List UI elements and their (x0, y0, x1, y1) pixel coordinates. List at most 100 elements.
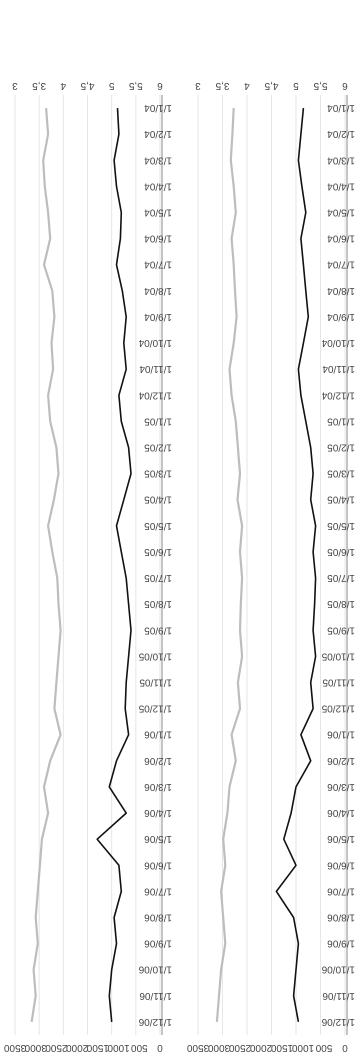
x-tick-label: 1/3/04 (327, 154, 355, 165)
x-tick-label: 1/11/05 (322, 677, 355, 688)
x-tick-label: 1/9/05 (327, 624, 355, 635)
left-axis-tick-label: 4 (244, 80, 250, 91)
x-tick-label: 1/12/06 (138, 1016, 172, 1027)
x-tick-label: 1/10/05 (321, 650, 355, 661)
x-tick-label: 1/10/04 (321, 337, 355, 348)
x-tick-label: 1/4/04 (327, 180, 355, 191)
x-tick-label: 1/12/05 (138, 703, 172, 714)
right-axis-tick-label: 2500 (45, 1042, 68, 1053)
x-tick-label: 1/5/06 (144, 833, 172, 844)
x-tick-label: 1/7/05 (327, 572, 355, 583)
x-tick-label: 1/7/05 (144, 572, 172, 583)
x-tick-label: 1/8/06 (144, 912, 172, 923)
left-axis-tick-label: 6 (342, 80, 348, 91)
right-axis-tick-label: 3000 (207, 1042, 230, 1053)
x-tick-label: 1/9/05 (144, 624, 172, 635)
left-axis-tick-label: 5,5 (313, 80, 327, 91)
right-axis-tick-label: 3500 (186, 1042, 209, 1053)
x-tick-label: 1/8/04 (327, 285, 355, 296)
right-axis-tick-label: 500 (131, 1042, 148, 1053)
right-axis-tick-label: 2000 (249, 1042, 272, 1053)
x-tick-label: 1/6/05 (144, 546, 172, 557)
x-tick-label: 1/8/05 (144, 598, 172, 609)
left-axis-tick-label: 3,5 (32, 80, 46, 91)
x-tick-label: 1/4/04 (144, 180, 172, 191)
series-line-black (96, 108, 132, 1022)
x-tick-label: 1/5/04 (327, 207, 355, 218)
x-tick-label: 1/4/06 (144, 807, 172, 818)
x-tick-label: 1/6/04 (327, 233, 355, 244)
left-axis-tick-label: 3,5 (215, 80, 229, 91)
chart-right: 3 3,5 4 4,5 5 5,5 6 0 50010001500200025003000350… (186, 80, 355, 1053)
x-tick-label: 1/1/05 (144, 415, 172, 426)
x-tick-label: 1/8/05 (327, 598, 355, 609)
x-tick-label: 1/7/04 (327, 259, 355, 270)
x-tick-label: 1/1/06 (144, 729, 172, 740)
right-axis-tick-label: 3000 (24, 1042, 47, 1053)
x-tick-label: 1/11/05 (139, 677, 172, 688)
x-tick-label: 1/9/06 (144, 938, 172, 949)
x-tick-label: 1/12/04 (321, 389, 355, 400)
x-tick-label: 1/11/04 (322, 363, 355, 374)
series-line-black (275, 108, 317, 1023)
x-tick-label: 1/8/06 (327, 912, 355, 923)
series-line-gray (30, 108, 62, 1023)
x-tick-label: 1/1/04 (144, 102, 172, 113)
x-tick-label: 1/11/06 (322, 990, 355, 1001)
right-axis-tick-label: 500 (315, 1042, 332, 1053)
left-axis-tick-label: 4 (60, 80, 66, 91)
right-axis-tick-label: 2500 (228, 1042, 251, 1053)
x-tick-label: 1/9/04 (327, 311, 355, 322)
x-tick-label: 1/1/06 (327, 729, 355, 740)
x-tick-label: 1/12/05 (321, 703, 355, 714)
x-tick-label: 1/9/04 (144, 311, 172, 322)
left-axis-tick-label: 5 (108, 80, 114, 91)
x-tick-label: 1/5/05 (327, 520, 355, 531)
x-tick-label: 1/8/04 (144, 285, 172, 296)
x-tick-label: 1/3/06 (327, 781, 355, 792)
x-tick-label: 1/3/05 (144, 468, 172, 479)
x-tick-label: 1/12/04 (138, 389, 172, 400)
right-axis-tick-label: 3500 (3, 1042, 26, 1053)
right-axis-tick-label: 0 (342, 1042, 348, 1053)
x-tick-label: 1/6/04 (144, 233, 172, 244)
left-axis-tick-label: 5,5 (128, 80, 142, 91)
series-line-gray (215, 108, 244, 1022)
x-tick-label: 1/4/06 (327, 807, 355, 818)
x-tick-label: 1/12/06 (321, 1016, 355, 1027)
x-tick-label: 1/1/04 (327, 102, 355, 113)
x-tick-label: 1/2/05 (327, 442, 355, 453)
right-axis-tick-label: 1500 (270, 1042, 293, 1053)
x-tick-label: 1/6/06 (144, 859, 172, 870)
x-tick-label: 1/2/06 (144, 755, 172, 766)
x-tick-label: 1/5/04 (144, 207, 172, 218)
x-tick-label: 1/7/06 (144, 885, 172, 896)
x-tick-label: 1/3/04 (144, 154, 172, 165)
x-tick-label: 1/10/06 (138, 964, 172, 975)
x-tick-label: 1/2/04 (327, 128, 355, 139)
right-axis-tick-label: 2000 (66, 1042, 89, 1053)
left-axis-tick-label: 3 (195, 80, 201, 91)
x-tick-label: 1/11/04 (139, 363, 172, 374)
right-axis-tick-label: 1000 (107, 1042, 130, 1053)
x-tick-label: 1/3/05 (327, 468, 355, 479)
chart-left: 3 3,5 4 4,5 5 5,5 6 0 50010001500200025003000350… (3, 80, 172, 1053)
x-tick-label: 1/10/06 (321, 964, 355, 975)
x-tick-label: 1/7/06 (327, 885, 355, 896)
right-axis-tick-label: 0 (157, 1042, 163, 1053)
x-tick-label: 1/9/06 (327, 938, 355, 949)
left-axis-tick-label: 4,5 (80, 80, 94, 91)
x-tick-label: 1/5/06 (327, 833, 355, 844)
left-axis-tick-label: 5 (293, 80, 299, 91)
right-axis-tick-label: 1500 (86, 1042, 109, 1053)
x-tick-label: 1/6/05 (327, 546, 355, 557)
x-tick-label: 1/1/05 (327, 415, 355, 426)
right-axis-tick-label: 1000 (291, 1042, 314, 1053)
x-tick-label: 1/6/06 (327, 859, 355, 870)
x-tick-label: 1/5/05 (144, 520, 172, 531)
x-tick-label: 1/3/06 (144, 781, 172, 792)
x-tick-label: 1/10/05 (138, 650, 172, 661)
x-tick-label: 1/7/04 (144, 259, 172, 270)
x-tick-label: 1/11/06 (139, 990, 172, 1001)
